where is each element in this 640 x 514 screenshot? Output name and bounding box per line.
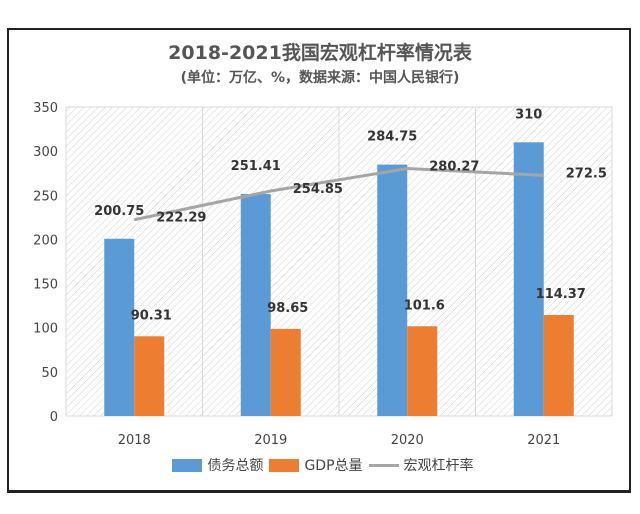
y-tick-label: 50 — [41, 366, 58, 381]
bar-data-label: 310 — [515, 107, 542, 122]
y-tick-label: 300 — [33, 145, 58, 160]
y-tick-label: 150 — [33, 278, 58, 293]
bar-data-label: 114.37 — [536, 287, 586, 302]
legend-label-leverage: 宏观杠杆率 — [403, 458, 474, 474]
chart-subtitle: (单位：万亿、%，数据来源：中国人民银行) — [180, 70, 460, 86]
legend-label-debt: 债务总额 — [207, 458, 264, 474]
bar-data-label: 98.65 — [267, 301, 308, 316]
line-data-label: 222.29 — [156, 211, 206, 226]
legend-label-gdp: GDP总量 — [304, 458, 363, 474]
bar-data-label: 251.41 — [231, 159, 281, 174]
x-tick-label: 2019 — [254, 433, 287, 448]
bar-debt — [104, 238, 135, 416]
bar-data-label: 101.6 — [404, 298, 445, 313]
legend-line-leverage — [368, 463, 399, 467]
bar-data-label: 200.75 — [94, 204, 144, 219]
bar-debt — [513, 142, 544, 417]
y-tick-label: 0 — [50, 410, 58, 425]
legend-swatch-gdp — [269, 458, 300, 472]
bar-data-label: 284.75 — [367, 130, 417, 145]
bar-debt — [377, 164, 408, 416]
bar-gdp — [543, 315, 574, 416]
x-tick-label: 2018 — [118, 433, 151, 448]
bar-data-label: 90.31 — [131, 308, 172, 323]
bar-gdp — [134, 336, 165, 416]
line-leverage — [133, 167, 544, 222]
chart-title: 2018-2021我国宏观杠杆率情况表 — [168, 42, 472, 64]
y-tick-label: 100 — [33, 322, 58, 337]
y-tick-label: 350 — [33, 101, 58, 116]
legend: 债务总额 GDP总量 宏观杠杆率 — [0, 455, 640, 475]
bar-gdp — [407, 326, 438, 416]
line-data-label: 272.5 — [566, 166, 607, 181]
line-data-label: 254.85 — [293, 182, 343, 197]
line-data-label: 280.27 — [429, 160, 479, 175]
y-tick-label: 250 — [33, 189, 58, 204]
x-tick-label: 2020 — [391, 433, 424, 448]
y-tick-label: 200 — [33, 233, 58, 248]
bar-gdp — [270, 328, 301, 416]
bar-debt — [240, 194, 271, 416]
legend-swatch-debt — [172, 458, 203, 472]
x-tick-label: 2021 — [527, 433, 560, 448]
